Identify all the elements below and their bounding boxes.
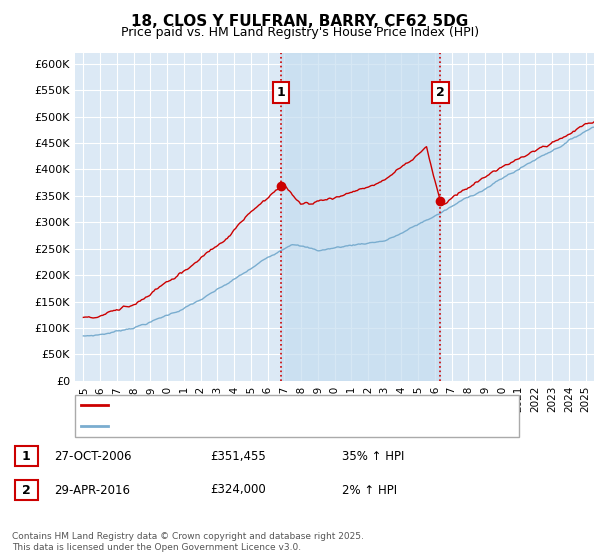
Text: £324,000: £324,000 — [210, 483, 266, 497]
Text: 29-APR-2016: 29-APR-2016 — [54, 483, 130, 497]
Text: 1: 1 — [277, 86, 286, 99]
Text: HPI: Average price, detached house, Vale of Glamorgan: HPI: Average price, detached house, Vale… — [112, 421, 422, 431]
Text: Price paid vs. HM Land Registry's House Price Index (HPI): Price paid vs. HM Land Registry's House … — [121, 26, 479, 39]
Text: 2% ↑ HPI: 2% ↑ HPI — [342, 483, 397, 497]
Text: 2: 2 — [22, 483, 31, 497]
Text: 35% ↑ HPI: 35% ↑ HPI — [342, 450, 404, 463]
Text: £351,455: £351,455 — [210, 450, 266, 463]
Text: 18, CLOS Y FULFRAN, BARRY, CF62 5DG: 18, CLOS Y FULFRAN, BARRY, CF62 5DG — [131, 14, 469, 29]
Text: 18, CLOS Y FULFRAN, BARRY, CF62 5DG (detached house): 18, CLOS Y FULFRAN, BARRY, CF62 5DG (det… — [112, 400, 436, 410]
Text: 2: 2 — [436, 86, 445, 99]
Text: 1: 1 — [22, 450, 31, 463]
Text: 27-OCT-2006: 27-OCT-2006 — [54, 450, 131, 463]
Text: Contains HM Land Registry data © Crown copyright and database right 2025.
This d: Contains HM Land Registry data © Crown c… — [12, 532, 364, 552]
Bar — [281, 53, 440, 381]
